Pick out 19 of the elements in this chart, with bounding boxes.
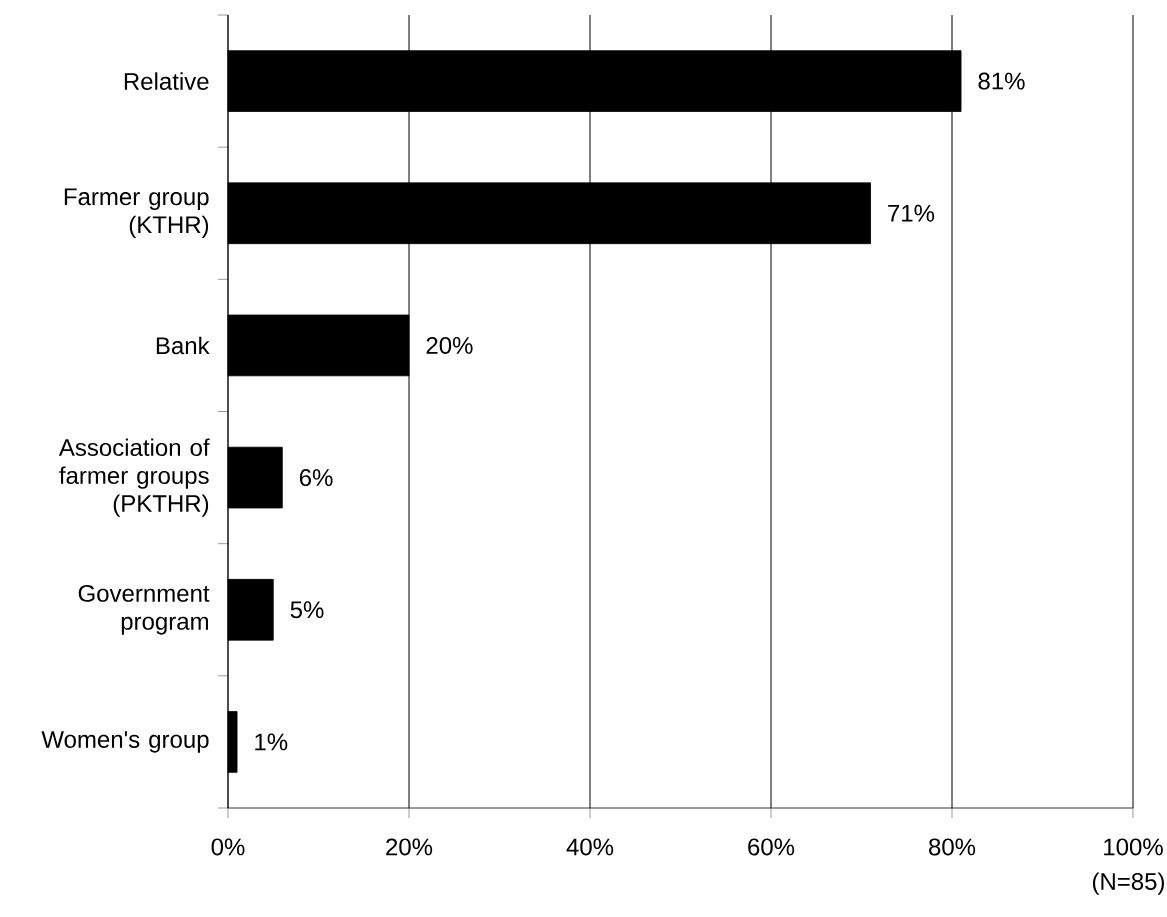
data-label: 5% bbox=[290, 601, 324, 619]
y-tick-label: Association of farmer groups (PKTHR) bbox=[58, 438, 210, 517]
y-tick-label: Relative bbox=[124, 72, 209, 90]
y-tick-label: Government program bbox=[78, 584, 210, 635]
x-tick-label: 100% bbox=[1104, 838, 1163, 856]
y-tick-label: Farmer group (KTHR) bbox=[64, 188, 209, 238]
data-label: 71% bbox=[888, 204, 935, 222]
text: (N=85) bbox=[1092, 872, 1164, 895]
data-label: 20% bbox=[426, 336, 473, 354]
data-label: 6% bbox=[299, 469, 333, 487]
data-label: 1% bbox=[255, 733, 288, 751]
x-tick-label: 60% bbox=[748, 838, 795, 856]
y-tick-label: Bank bbox=[156, 336, 210, 355]
y-tick-label: Women's group bbox=[41, 731, 209, 753]
x-tick-label: 80% bbox=[929, 838, 976, 856]
data-label: 81% bbox=[978, 72, 1025, 90]
x-tick-label: 20% bbox=[386, 838, 433, 856]
x-tick-label: 40% bbox=[566, 838, 614, 856]
x-tick-label: 0% bbox=[211, 838, 245, 856]
